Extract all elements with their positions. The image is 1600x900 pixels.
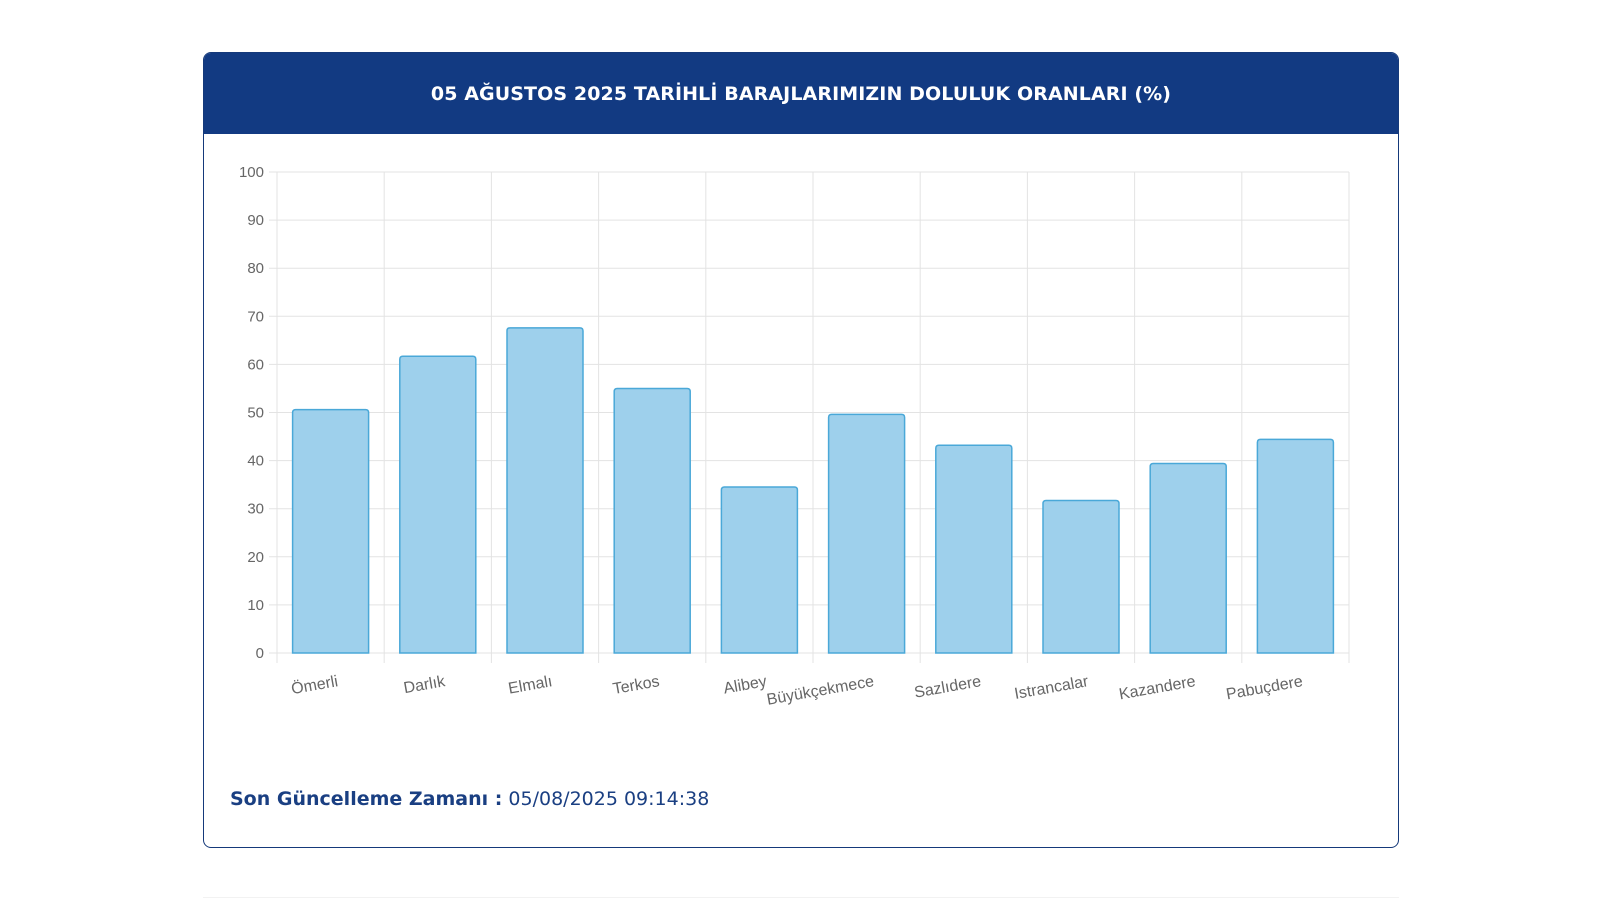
bar <box>1256 438 1335 654</box>
bar <box>506 327 584 654</box>
bar <box>720 486 799 654</box>
y-tick-label: 50 <box>247 405 264 422</box>
y-tick-label: 40 <box>247 453 264 470</box>
dam-levels-card: 05 AĞUSTOS 2025 TARİHLİ BARAJLARIMIZIN D… <box>203 52 1399 848</box>
bar <box>1042 499 1120 654</box>
bar <box>827 413 906 654</box>
card-header: 05 AĞUSTOS 2025 TARİHLİ BARAJLARIMIZIN D… <box>204 53 1398 134</box>
x-tick-label: Kazandere <box>1118 673 1197 703</box>
bar <box>1149 462 1227 654</box>
y-tick-label: 30 <box>247 501 264 518</box>
x-tick-label: Istrancalar <box>1013 673 1090 703</box>
y-tick-label: 100 <box>239 164 264 181</box>
x-tick-label: Pabuçdere <box>1225 673 1304 703</box>
bar-chart: 0 10 20 30 40 50 60 70 80 90 100 Ömerli Darlık Elmalı… <box>239 164 1350 709</box>
divider <box>203 897 1399 898</box>
y-tick-label: 20 <box>247 549 264 566</box>
bar <box>935 444 1013 654</box>
last-update-value: 05/08/2025 09:14:38 <box>508 788 710 810</box>
chart-title: 05 AĞUSTOS 2025 TARİHLİ BARAJLARIMIZIN D… <box>430 82 1172 105</box>
x-tick-label: Ömerli <box>290 672 340 698</box>
x-tick-label: Darlık <box>402 673 447 697</box>
y-tick-label: 80 <box>247 260 264 277</box>
y-tick-label: 10 <box>247 597 264 614</box>
bar <box>613 387 691 654</box>
y-tick-label: 70 <box>247 308 264 325</box>
bar <box>291 408 370 654</box>
bar <box>399 355 477 654</box>
y-tick-label: 0 <box>256 645 264 662</box>
x-tick-label: Elmalı <box>507 673 554 697</box>
last-update-label: Son Güncelleme Zamanı : <box>230 788 503 810</box>
x-tick-label: Sazlıdere <box>913 673 983 701</box>
x-tick-label: Terkos <box>612 673 661 698</box>
x-tick-label: Büyükçekmece <box>765 673 875 709</box>
last-update: Son Güncelleme Zamanı : 05/08/2025 09:14… <box>230 788 709 810</box>
y-tick-label: 60 <box>247 356 264 373</box>
x-tick-label: Alibey <box>722 673 768 697</box>
y-tick-label: 90 <box>247 212 264 229</box>
